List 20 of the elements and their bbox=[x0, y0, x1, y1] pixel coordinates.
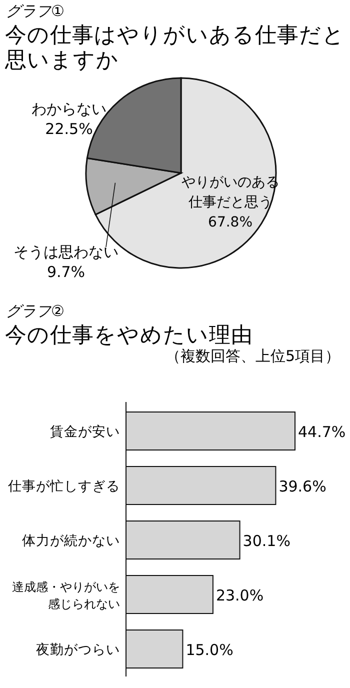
text: グラフ① bbox=[6, 2, 64, 20]
data-label: 67.8% bbox=[208, 214, 253, 231]
data-label: 9.7% bbox=[46, 263, 86, 281]
y-tick-label: 夜勤がつらい bbox=[36, 642, 120, 658]
chart-title: 今の仕事をやめたい理由 bbox=[5, 323, 253, 348]
chart-title: 今の仕事はやりがいある仕事だと思いますか bbox=[4, 23, 345, 73]
y-tick-label: 達成感・やりがいを感じられない bbox=[12, 580, 120, 611]
data-label: 23.0% bbox=[216, 586, 264, 604]
y-tick-label: 体力が続かない bbox=[22, 533, 120, 549]
slice-label: そうは思わない bbox=[14, 243, 118, 261]
slice-label: わからない bbox=[32, 100, 106, 118]
data-label: 44.7% bbox=[298, 423, 346, 441]
data-label: 22.5% bbox=[45, 120, 93, 138]
y-tick-label: 仕事が忙しすぎる bbox=[7, 478, 120, 494]
text: グラフ② bbox=[6, 302, 64, 320]
y-tick-label: 賃金が安い bbox=[50, 424, 120, 440]
data-label: 15.0% bbox=[186, 641, 234, 659]
chart-subtitle: （複数回答、上位5項目） bbox=[165, 347, 340, 365]
data-label: 39.6% bbox=[278, 478, 326, 496]
data-label: 30.1% bbox=[242, 532, 290, 550]
